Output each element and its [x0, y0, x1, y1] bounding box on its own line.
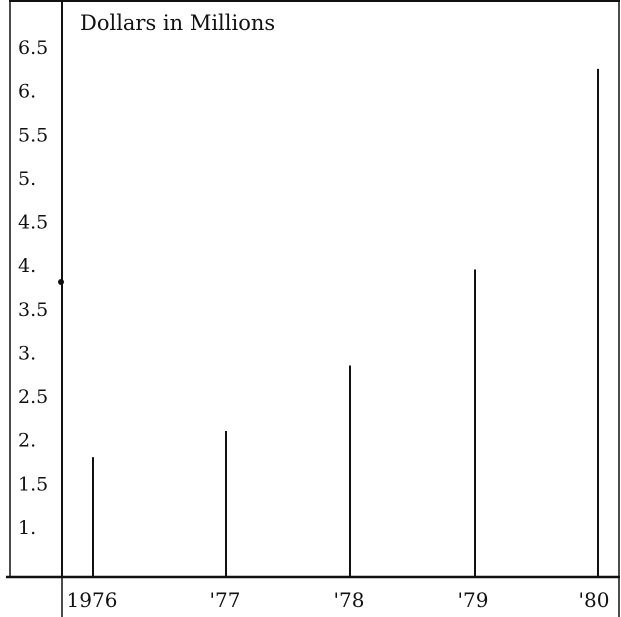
y-tick-label: 1.5 — [18, 473, 48, 495]
y-tick-label: 4.5 — [18, 212, 48, 234]
x-tick-label: '77 — [210, 588, 241, 612]
x-tick-label: '80 — [579, 588, 610, 612]
y-tick-labels: 1. 1.5 2. 2.5 3. 3.5 4. 4.5 5. 5.5 6. 6.5 — [18, 37, 48, 539]
x-tick-label: '79 — [458, 588, 489, 612]
x-tick-label: '78 — [334, 588, 365, 612]
y-tick-label: 2.5 — [18, 386, 48, 408]
y-tick-label: 1. — [18, 517, 36, 539]
y-tick-label: 6.5 — [18, 37, 48, 59]
x-tick-labels: 1976 '77 '78 '79 '80 — [67, 588, 610, 612]
y-tick-label: 5. — [18, 168, 36, 190]
bars — [92, 68, 599, 577]
y-axis-dot — [58, 279, 64, 285]
y-tick-label: 6. — [18, 81, 36, 103]
y-tick-label: 2. — [18, 430, 36, 452]
y-tick-label: 5.5 — [18, 124, 48, 146]
chart-title: Dollars in Millions — [80, 11, 275, 35]
y-tick-label: 3.5 — [18, 299, 48, 321]
x-tick-label: 1976 — [67, 588, 118, 612]
y-tick-label: 4. — [18, 255, 36, 277]
y-tick-label: 3. — [18, 342, 36, 364]
